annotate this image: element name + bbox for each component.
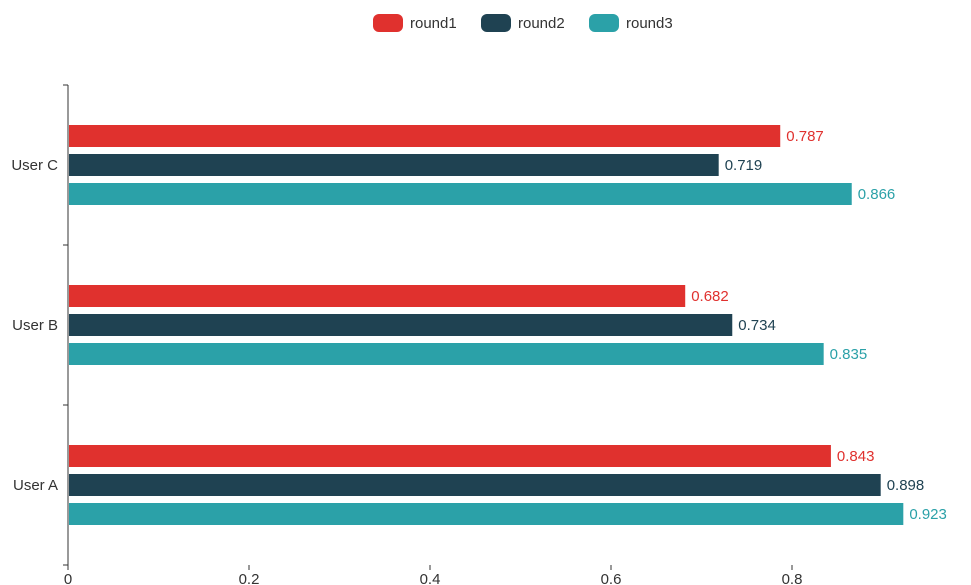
data-label-user-c-round2: 0.719	[725, 157, 763, 174]
x-tick-label: 0.2	[239, 571, 260, 585]
legend-swatch-round1	[373, 14, 403, 32]
legend-label-round3: round3	[626, 15, 673, 32]
bar-user-c-round3[interactable]	[69, 183, 852, 205]
axes: User A User B User C 0 0.2 0.4 0.6 0.8	[11, 84, 803, 585]
y-tick-label-user-c: User C	[11, 157, 58, 174]
data-label-user-b-round1: 0.682	[691, 288, 729, 305]
legend: round1 round2 round3	[373, 14, 673, 32]
legend-item-round1[interactable]: round1	[373, 14, 457, 32]
bar-user-a-round1[interactable]	[69, 445, 831, 467]
bar-user-a-round2[interactable]	[69, 474, 881, 496]
plot-area: 0.843 0.898 0.923 0.682 0.734 0.835 0.787 0.719…	[69, 125, 947, 525]
data-label-user-a-round2: 0.898	[887, 477, 925, 494]
data-label-user-b-round2: 0.734	[738, 317, 776, 334]
legend-swatch-round3	[589, 14, 619, 32]
bar-user-b-round1[interactable]	[69, 285, 686, 307]
bar-user-b-round2[interactable]	[69, 314, 733, 336]
data-label-user-b-round3: 0.835	[830, 346, 868, 363]
bar-user-c-round2[interactable]	[69, 154, 719, 176]
bar-user-a-round3[interactable]	[69, 503, 904, 525]
y-tick-label-user-b: User B	[12, 317, 58, 334]
y-tick-label-user-a: User A	[13, 477, 58, 494]
legend-item-round3[interactable]: round3	[589, 14, 673, 32]
data-label-user-a-round3: 0.923	[909, 506, 947, 523]
legend-swatch-round2	[481, 14, 511, 32]
data-label-user-a-round1: 0.843	[837, 448, 875, 465]
x-tick-label: 0	[64, 571, 72, 585]
bar-user-c-round1[interactable]	[69, 125, 781, 147]
data-label-user-c-round3: 0.866	[858, 186, 896, 203]
x-tick-label: 0.6	[601, 571, 622, 585]
data-label-user-c-round1: 0.787	[786, 128, 824, 145]
legend-label-round1: round1	[410, 15, 457, 32]
legend-label-round2: round2	[518, 15, 565, 32]
legend-item-round2[interactable]: round2	[481, 14, 565, 32]
x-tick-label: 0.4	[420, 571, 441, 585]
x-tick-label: 0.8	[782, 571, 803, 585]
bar-user-b-round3[interactable]	[69, 343, 824, 365]
